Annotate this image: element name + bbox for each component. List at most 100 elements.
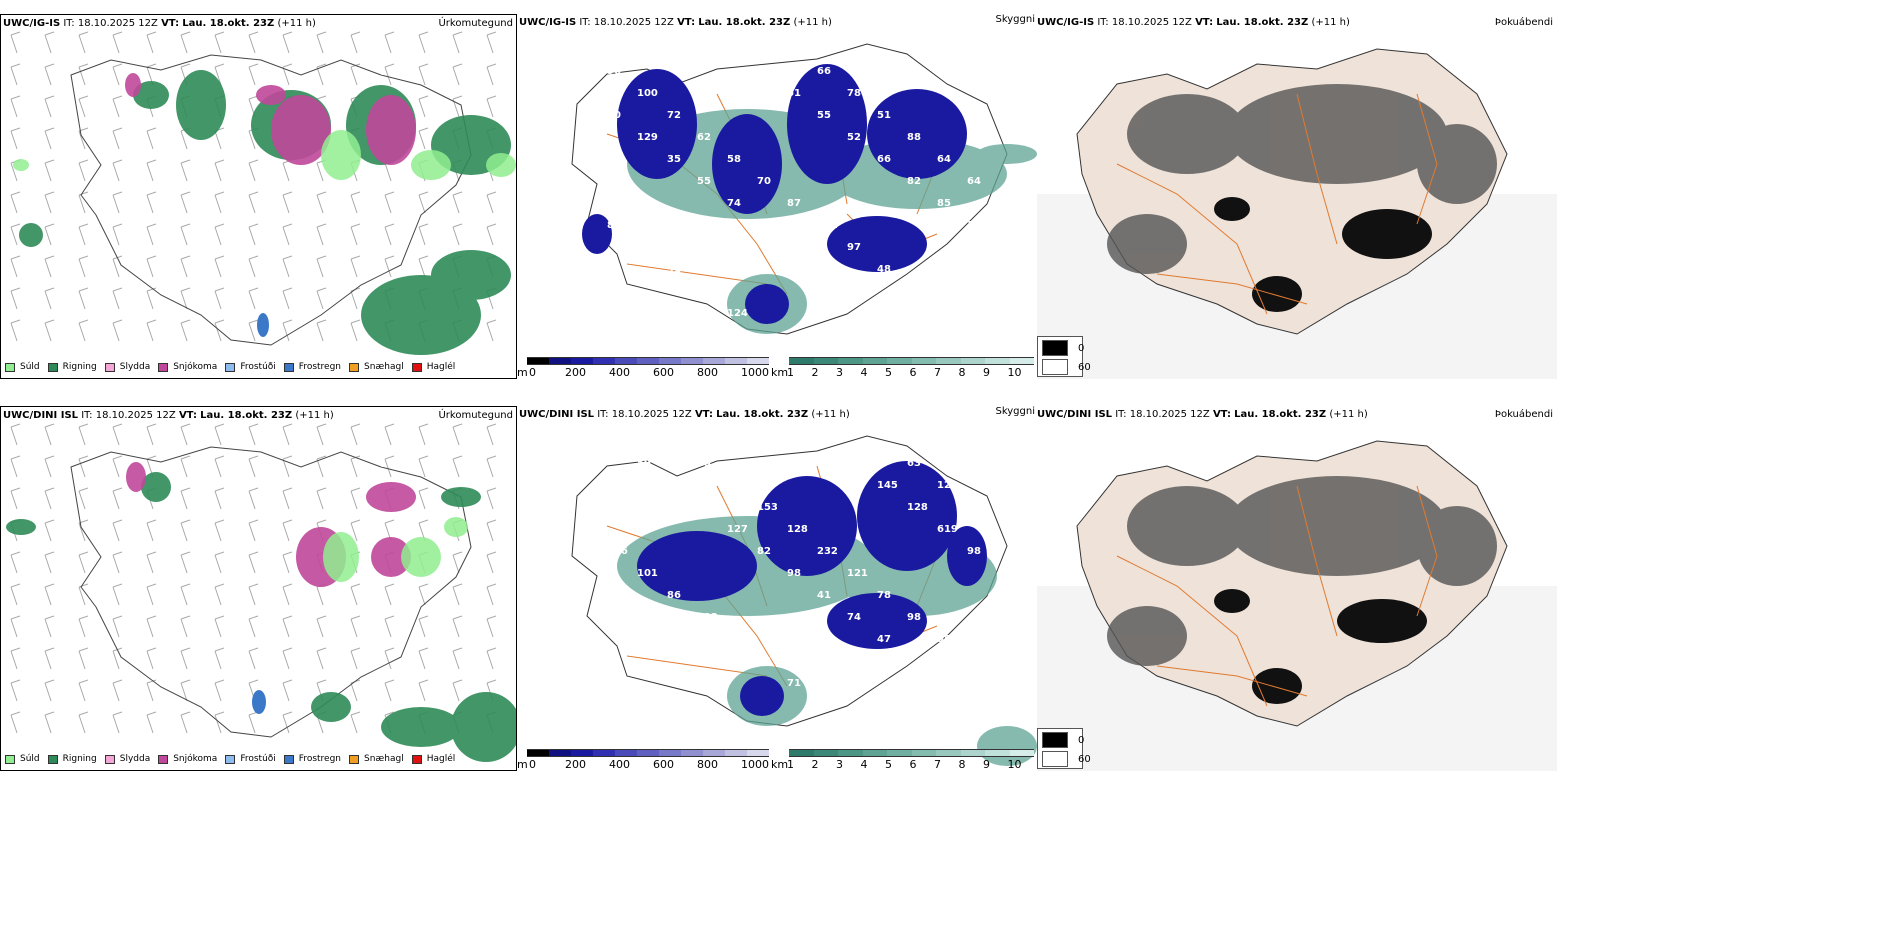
wind-barb: [146, 255, 157, 278]
ceiling-value-label: 77: [637, 242, 651, 253]
wind-barb: [486, 487, 497, 510]
scale-cell: [789, 749, 814, 757]
wind-barb: [282, 455, 293, 478]
scale-tick-label: 7: [934, 366, 941, 379]
scale-cell: [789, 357, 814, 365]
fog-legend-item: 60: [1042, 751, 1091, 767]
wind-barb: [146, 583, 157, 606]
wind-barb: [248, 455, 259, 478]
scale-tick-label: 200: [565, 758, 586, 771]
ceiling-scalebar: m 0 200 400 600 800 1000: [517, 355, 777, 379]
wind-barb: [146, 519, 157, 542]
ceiling-value-label: 61: [787, 88, 801, 99]
wind-barb: [384, 615, 395, 638]
scale-cell: [985, 357, 1010, 365]
wind-barb: [214, 583, 225, 606]
wind-barb: [282, 287, 293, 310]
wind-barb: [452, 95, 463, 118]
scale-unit: m: [517, 758, 528, 771]
wind-barb: [112, 711, 123, 734]
wind-barb: [384, 223, 395, 246]
panel-title: UWC/IG-IS IT: 18.10.2025 12Z VT: Lau. 18…: [3, 18, 316, 29]
ceiling-value-label: 41: [817, 590, 831, 601]
wind-barb: [44, 287, 55, 310]
fog-index-map-bottom: UWC/DINI ISL IT: 18.10.2025 12Z VT: Lau.…: [1037, 406, 1557, 771]
scale-tick-label: 1000: [741, 366, 769, 379]
legend-label: Slydda: [119, 754, 151, 764]
wind-barb: [78, 319, 89, 342]
wind-barb: [44, 255, 55, 278]
wind-barb: [486, 615, 497, 638]
wind-barb: [452, 223, 463, 246]
wind-barb: [214, 287, 225, 310]
ceiling-value-label: 78: [877, 590, 891, 601]
wind-barb: [214, 255, 225, 278]
ceiling-map-bottom: 65 63 139 124 153 155 128 156 232 101 121 86 78 122 98…: [517, 406, 1037, 771]
ceiling-value-label: 153: [757, 502, 778, 513]
wind-barb: [112, 287, 123, 310]
legend-item: Snæhagl: [349, 754, 404, 764]
ceiling-value-label: 68: [757, 656, 771, 667]
legend-item: Frostregn: [283, 754, 341, 764]
wind-barb: [486, 423, 497, 446]
legend-label: 60: [1078, 361, 1091, 373]
wind-barb: [350, 615, 361, 638]
legend-item: Snjókoma: [158, 362, 217, 372]
variable-label: Skyggni: [995, 406, 1035, 417]
wind-barb: [248, 255, 259, 278]
scale-tick-label: 10: [1007, 366, 1022, 379]
legend-swatch: [349, 754, 360, 764]
ceiling-value-label: 64: [937, 154, 951, 165]
wind-barb: [418, 647, 429, 670]
scale-cell: [637, 357, 659, 365]
wind-barb: [350, 583, 361, 606]
wind-barb: [418, 31, 429, 54]
wind-barb: [180, 647, 191, 670]
ceiling-value-label: 99: [667, 480, 681, 491]
scale-cell: [813, 357, 838, 365]
wind-barb: [10, 31, 21, 54]
scale-cell: [887, 749, 912, 757]
iceland-precip-map: [10, 31, 516, 355]
wind-barb: [10, 487, 21, 510]
scale-cell: [911, 357, 936, 365]
wind-barb: [44, 487, 55, 510]
precip-type-map-top: UWC/IG-IS IT: 18.10.2025 12Z VT: Lau. 18…: [0, 14, 517, 379]
ceiling-value-label: 48: [877, 264, 891, 275]
wind-barb: [248, 551, 259, 574]
ceiling-value-label: 112: [817, 220, 838, 231]
wind-barb: [78, 647, 89, 670]
wind-barb: [248, 287, 259, 310]
wind-barb: [44, 583, 55, 606]
wind-barb: [282, 711, 293, 734]
ceiling-value-label: 101: [637, 568, 658, 579]
wind-barb: [214, 615, 225, 638]
wind-barb: [350, 31, 361, 54]
wind-barb: [486, 647, 497, 670]
wind-barb: [78, 31, 89, 54]
scale-cell: [747, 749, 769, 757]
ceiling-value-label: 62: [697, 132, 711, 143]
wind-barb: [282, 319, 293, 342]
wind-barb: [180, 679, 191, 702]
legend-label: Snæhagl: [364, 362, 404, 372]
wind-barb: [146, 615, 157, 638]
legend-swatch: [158, 754, 169, 764]
wind-barb: [350, 255, 361, 278]
wind-barb: [418, 223, 429, 246]
scale-cell: [862, 357, 887, 365]
ceiling-value-label: 124: [937, 480, 958, 491]
legend-item: Haglél: [411, 754, 455, 764]
wind-barb: [316, 423, 327, 446]
wind-barb: [214, 423, 225, 446]
wind-barb: [418, 127, 429, 150]
wind-barb: [418, 255, 429, 278]
legend-label: 0: [1078, 734, 1085, 746]
legend-item: Frostúði: [225, 362, 276, 372]
wind-barb: [146, 127, 157, 150]
visibility-scalebar: km 1 2 3 4 5 6 7 8 9 10: [771, 747, 1037, 771]
wind-barb: [44, 679, 55, 702]
wind-barb: [44, 423, 55, 446]
wind-barb: [418, 191, 429, 214]
wind-barb: [44, 711, 55, 734]
